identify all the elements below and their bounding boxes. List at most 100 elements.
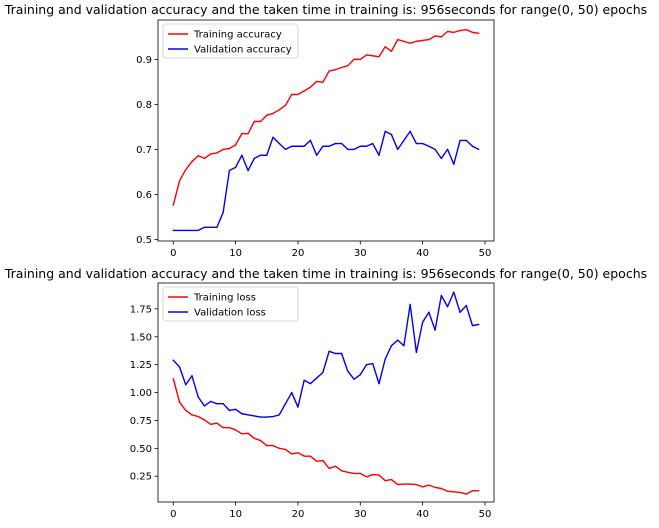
data-point <box>415 351 418 354</box>
data-point <box>328 145 330 147</box>
data-point <box>253 120 256 123</box>
data-point <box>259 439 262 442</box>
y-tick-label: 0.7 <box>136 145 152 156</box>
data-point <box>372 362 374 365</box>
data-point <box>359 145 361 147</box>
data-point <box>353 58 355 61</box>
data-point <box>272 415 274 418</box>
data-point <box>409 42 411 44</box>
data-point <box>446 490 449 492</box>
data-point <box>471 490 474 492</box>
legend-label-2: Validation accuracy <box>194 45 292 56</box>
legend-label-1: Training loss <box>193 293 256 304</box>
data-point <box>322 371 324 374</box>
data-point <box>178 180 181 182</box>
data-point <box>253 415 256 417</box>
data-point <box>340 469 343 472</box>
x-tick-label: 0 <box>170 248 176 259</box>
x-tick-label: 40 <box>416 509 429 520</box>
data-point <box>365 145 368 147</box>
data-point <box>459 139 461 142</box>
data-point <box>334 352 337 355</box>
y-tick-label: 1.00 <box>130 388 152 399</box>
legend-box <box>162 23 299 59</box>
legend-box <box>162 286 299 322</box>
data-point <box>309 455 312 457</box>
data-point <box>353 148 355 151</box>
x-tick-label: 10 <box>229 248 242 259</box>
data-point <box>197 396 199 398</box>
data-point <box>209 226 212 228</box>
data-point <box>428 311 430 313</box>
chart-panel-1: Training and validation accuracy and the… <box>4 2 647 259</box>
data-point <box>415 142 418 145</box>
y-tick-label: 0.5 <box>136 235 152 246</box>
data-point <box>241 154 243 156</box>
data-point <box>347 64 349 67</box>
data-point <box>191 229 193 232</box>
data-point <box>222 426 224 429</box>
data-point <box>228 409 231 412</box>
data-point <box>272 112 274 115</box>
data-point <box>197 155 199 157</box>
data-point <box>216 226 218 228</box>
data-point <box>203 419 206 421</box>
data-point <box>378 55 380 58</box>
data-point <box>185 384 187 386</box>
data-point <box>203 405 206 407</box>
data-point <box>303 379 305 381</box>
data-point <box>322 145 324 147</box>
data-point <box>191 160 193 163</box>
data-point <box>434 486 436 489</box>
data-point <box>459 491 461 494</box>
legend-label-1: Training accuracy <box>193 30 282 41</box>
data-point <box>185 409 187 412</box>
data-point <box>315 377 318 379</box>
data-point <box>191 375 193 377</box>
data-point <box>266 444 268 447</box>
series-line-2 <box>173 130 480 232</box>
data-point <box>359 472 361 475</box>
data-point <box>421 486 424 488</box>
data-point <box>378 382 380 385</box>
data-point <box>185 168 187 171</box>
data-point <box>291 391 293 394</box>
data-point <box>309 86 312 88</box>
data-point <box>365 476 368 478</box>
data-point <box>378 474 380 476</box>
data-point <box>216 403 218 405</box>
data-point <box>453 291 455 293</box>
data-point <box>241 433 243 435</box>
data-point <box>241 132 243 135</box>
data-point <box>197 415 199 418</box>
data-point <box>315 460 318 462</box>
data-point <box>478 323 480 326</box>
data-point <box>440 157 443 160</box>
data-point <box>421 142 424 145</box>
data-point <box>253 437 256 439</box>
data-point <box>340 66 343 69</box>
data-point <box>347 370 349 373</box>
data-point <box>340 352 343 355</box>
data-point <box>471 324 474 327</box>
data-point <box>434 35 436 37</box>
data-point <box>340 142 343 145</box>
data-point <box>259 120 262 123</box>
x-tick-label: 30 <box>354 248 367 259</box>
data-point <box>478 32 480 34</box>
data-point <box>284 403 287 405</box>
data-point <box>446 30 449 33</box>
data-point <box>291 93 293 96</box>
data-point <box>372 55 374 57</box>
y-tick-label: 1.25 <box>130 360 152 371</box>
data-point <box>191 414 193 416</box>
data-point <box>253 157 256 160</box>
data-point <box>303 145 305 147</box>
chart-panel-2: Training and validation accuracy and the… <box>4 266 647 520</box>
data-point <box>328 350 330 352</box>
data-point <box>315 80 318 83</box>
data-point <box>297 93 299 96</box>
data-point <box>315 154 318 156</box>
data-point <box>390 50 393 52</box>
data-point <box>272 444 274 447</box>
